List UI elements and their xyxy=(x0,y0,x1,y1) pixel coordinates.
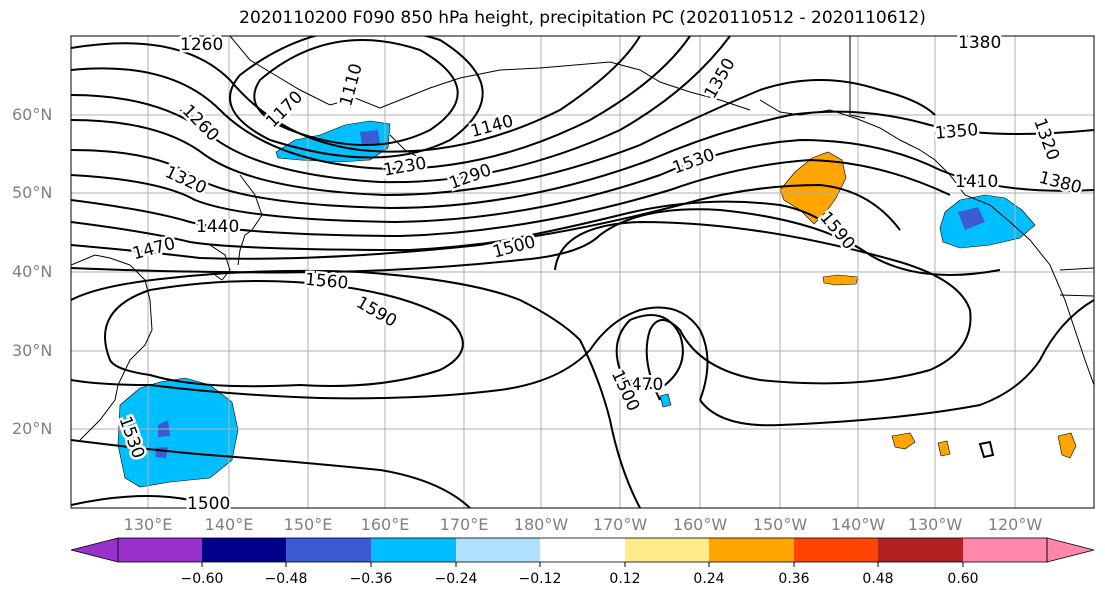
colorbar-segment xyxy=(456,538,540,562)
precip-strong-negative xyxy=(360,130,380,146)
precip-positive-region xyxy=(822,274,859,286)
contour-label: 1500 xyxy=(187,494,230,514)
colorbar-tick-label: 0.36 xyxy=(778,571,810,587)
lon-label: 140°W xyxy=(830,515,886,534)
contour-label: 1260 xyxy=(180,35,223,55)
precip-negative-region xyxy=(939,194,1036,249)
lon-label: 170°E xyxy=(439,515,489,534)
lat-label-40n: 40°N xyxy=(12,262,53,281)
contour-label: 1380 xyxy=(958,33,1001,53)
colorbar-segment xyxy=(709,538,794,562)
colorbar-extend-high xyxy=(1046,537,1095,563)
colorbar-tick-label: 0.12 xyxy=(609,571,641,587)
colorbar-tick-label: −0.60 xyxy=(180,571,224,587)
colorbar-segment xyxy=(963,538,1047,562)
contour-label: 1410 xyxy=(955,172,998,192)
height-contours xyxy=(71,36,1094,508)
lat-label-50n: 50°N xyxy=(12,183,53,202)
contour-label: 1350 xyxy=(934,120,979,144)
contour-label: 1320 xyxy=(1029,116,1063,163)
colorbar-extend-low xyxy=(70,537,119,563)
precip-positive-region xyxy=(891,432,916,450)
lat-label-60n: 60°N xyxy=(12,105,53,124)
contour-label: 1470 xyxy=(131,234,178,265)
lat-label-30n: 30°N xyxy=(12,341,53,360)
lon-label: 160°W xyxy=(672,515,728,534)
precip-strong-negative xyxy=(958,207,985,230)
precip-negative-region xyxy=(659,393,672,408)
contour-label: 1470 xyxy=(620,375,663,395)
colorbar xyxy=(70,537,1095,567)
colorbar-tick-label: 0.60 xyxy=(947,571,979,587)
lon-label: 160°E xyxy=(360,515,410,534)
map-frame xyxy=(70,35,1095,509)
colorbar-tick-label: −0.12 xyxy=(518,571,562,587)
precip-shading xyxy=(117,120,1077,488)
figure-title: 2020110200 F090 850 hPa height, precipit… xyxy=(239,8,926,28)
contour-label: 1380 xyxy=(1037,168,1084,199)
precip-strong-negative xyxy=(155,447,168,458)
colorbar-segment xyxy=(286,538,371,562)
lon-label: 150°E xyxy=(283,515,333,534)
colorbar-segment xyxy=(202,538,286,562)
lon-label: 120°W xyxy=(987,515,1043,534)
colorbar-tick-label: −0.24 xyxy=(434,571,478,587)
contour-labels: 1260 1260 1170 1110 1140 1290 1230 1320 … xyxy=(112,31,1086,517)
lat-label-20n: 20°N xyxy=(12,419,53,438)
colorbar-segment xyxy=(794,538,878,562)
contour-label: 1350 xyxy=(701,55,740,102)
contour-label: 1560 xyxy=(304,270,349,294)
colorbar-tick-label: −0.48 xyxy=(264,571,308,587)
colorbar-segment xyxy=(371,538,456,562)
precip-positive-region xyxy=(1057,432,1077,459)
colorbar-tick-label: 0.48 xyxy=(862,571,894,587)
colorbar-segment xyxy=(118,538,202,562)
lon-label: 130°W xyxy=(907,515,963,534)
colorbar-segment xyxy=(540,538,625,562)
lon-label: 180°W xyxy=(513,515,569,534)
colorbar-segment xyxy=(625,538,709,562)
lon-label: 170°W xyxy=(592,515,648,534)
contour-label: 1590 xyxy=(353,293,400,332)
coastlines xyxy=(71,36,1094,441)
contour-label: 1440 xyxy=(196,217,239,237)
precip-positive-region xyxy=(937,440,951,457)
lon-label: 130°E xyxy=(123,515,173,534)
colorbar-tick-label: 0.24 xyxy=(693,571,725,587)
lon-label: 140°E xyxy=(204,515,254,534)
colorbar-segment xyxy=(878,538,963,562)
lon-label: 150°W xyxy=(752,515,808,534)
colorbar-tick-label: −0.36 xyxy=(349,571,393,587)
